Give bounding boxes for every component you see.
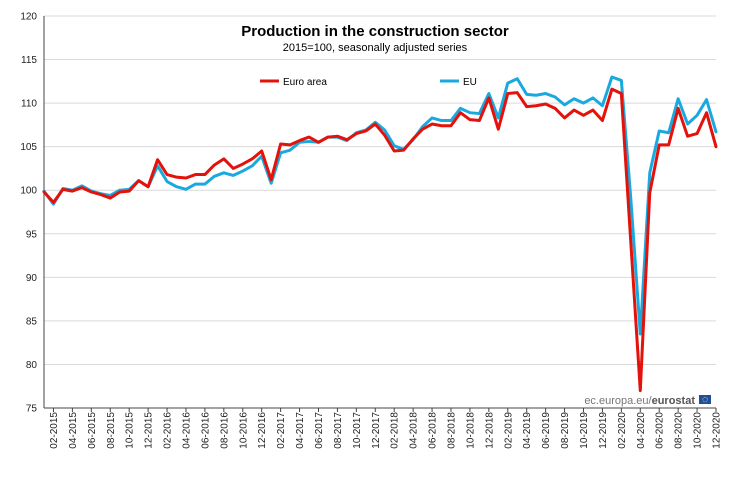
x-tick-label-12-2015: 12-2015 [144, 412, 155, 449]
y-tick-label-120: 120 [20, 12, 37, 23]
x-tick-label-08-2016: 08-2016 [219, 412, 230, 449]
y-tick-label-105: 105 [20, 142, 37, 153]
x-tick-label-04-2019: 04-2019 [522, 412, 533, 449]
x-tick-label-08-2018: 08-2018 [446, 412, 457, 449]
y-gridlines [43, 15, 716, 409]
x-tick-label-04-2017: 04-2017 [295, 412, 306, 449]
x-tick-label-02-2017: 02-2017 [276, 412, 287, 449]
y-tick-label-90: 90 [26, 273, 38, 284]
x-tick-label-10-2016: 10-2016 [238, 412, 249, 449]
x-tick-label-10-2017: 10-2017 [352, 412, 363, 449]
x-tick-label-12-2019: 12-2019 [598, 412, 609, 449]
credit-text: ec.europa.eu/eurostat [584, 395, 695, 407]
x-tick-label-12-2018: 12-2018 [484, 412, 495, 449]
x-axis-ticks: 02-2015 04-2015 06-2015 08-2015 10-2015 12-20… [49, 408, 723, 449]
x-tick-label-02-2018: 02-2018 [390, 412, 401, 449]
series-line-euro-area [42, 87, 718, 393]
chart-title: Production in the construction sector [241, 23, 509, 40]
x-tick-label-10-2019: 10-2019 [579, 412, 590, 449]
y-axis-ticks: 75 80 85 90 95 100 105 110 115 120 [20, 12, 37, 415]
x-tick-label-08-2019: 08-2019 [560, 412, 571, 449]
y-tick-label-80: 80 [26, 360, 38, 371]
x-tick-label-12-2016: 12-2016 [257, 412, 268, 449]
x-tick-label-06-2018: 06-2018 [428, 412, 439, 449]
x-tick-label-10-2015: 10-2015 [125, 412, 136, 449]
x-tick-label-02-2019: 02-2019 [503, 412, 514, 449]
x-tick-label-04-2016: 04-2016 [181, 412, 192, 449]
legend-eu-label: EU [463, 77, 477, 88]
x-tick-label-04-2020: 04-2020 [636, 412, 647, 449]
y-tick-label-85: 85 [26, 316, 38, 327]
eu-stars-icon [702, 396, 708, 403]
source-credit: ec.europa.eu/eurostat [584, 395, 711, 407]
x-tick-label-06-2016: 06-2016 [200, 412, 211, 449]
y-tick-label-110: 110 [21, 99, 37, 110]
x-tick-label-04-2015: 04-2015 [68, 412, 79, 449]
x-tick-label-06-2015: 06-2015 [87, 412, 98, 449]
y-tick-label-100: 100 [20, 186, 37, 197]
x-tick-label-06-2020: 06-2020 [655, 412, 666, 449]
y-tick-label-75: 75 [26, 404, 38, 415]
credit-prefix: ec.europa.eu/ [584, 395, 652, 407]
chart-subtitle: 2015=100, seasonally adjusted series [283, 42, 468, 54]
x-tick-label-12-2017: 12-2017 [371, 412, 382, 449]
x-tick-label-12-2020: 12-2020 [712, 412, 723, 449]
x-tick-label-02-2015: 02-2015 [49, 412, 60, 449]
x-tick-label-08-2015: 08-2015 [106, 412, 117, 449]
x-tick-label-06-2019: 06-2019 [541, 412, 552, 449]
x-tick-label-02-2016: 02-2016 [163, 412, 174, 449]
x-tick-label-02-2020: 02-2020 [617, 412, 628, 449]
y-tick-label-95: 95 [26, 229, 38, 240]
x-tick-label-04-2018: 04-2018 [409, 412, 420, 449]
x-tick-label-10-2020: 10-2020 [693, 412, 704, 449]
x-tick-label-08-2017: 08-2017 [333, 412, 344, 449]
credit-brand: eurostat [652, 395, 696, 407]
y-tick-label-115: 115 [21, 55, 37, 66]
x-tick-label-08-2020: 08-2020 [674, 412, 685, 449]
series-line-eu [42, 75, 718, 336]
eu-flag-icon [699, 395, 711, 404]
legend-euro-area-label: Euro area [283, 77, 327, 88]
series-lines [42, 75, 718, 393]
x-tick-label-06-2017: 06-2017 [314, 412, 325, 449]
legend: Euro area EU [260, 77, 477, 88]
x-tick-label-10-2018: 10-2018 [465, 412, 476, 449]
